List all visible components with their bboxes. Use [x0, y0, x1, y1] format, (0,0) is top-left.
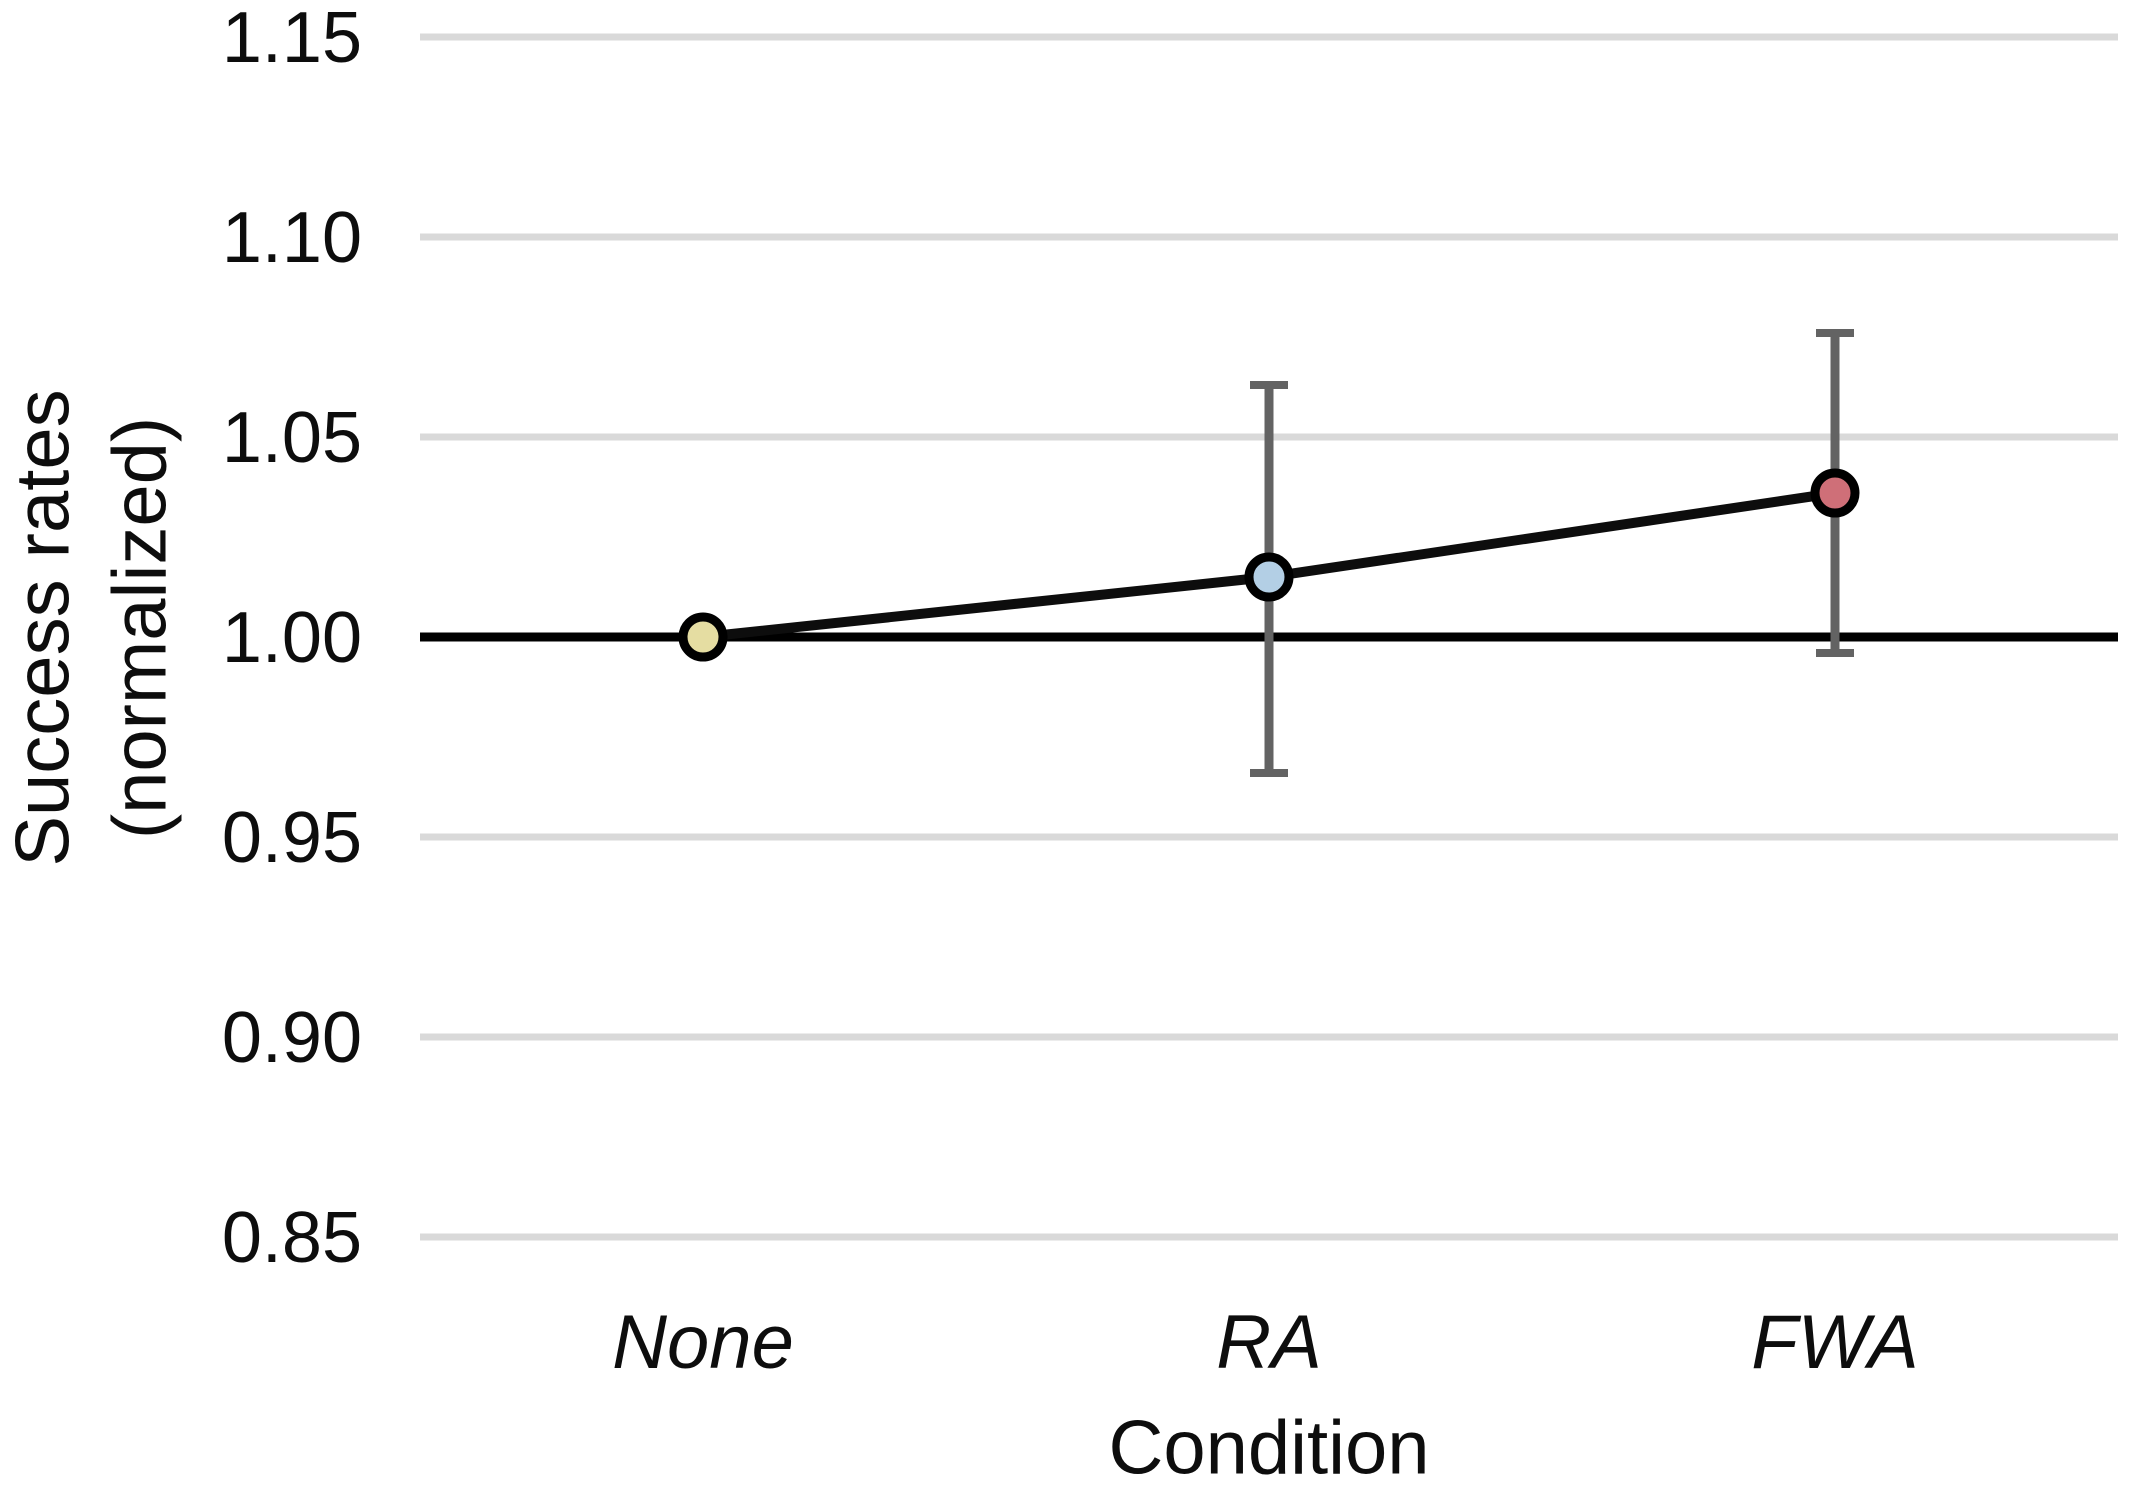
- y-tick-label: 1.15: [222, 0, 362, 78]
- x-category-label: RA: [1216, 1300, 1322, 1385]
- y-tick-label: 1.00: [222, 598, 362, 678]
- x-category-label: FWA: [1751, 1300, 1918, 1385]
- data-point-none: [678, 612, 728, 662]
- x-category-label: None: [612, 1300, 794, 1385]
- y-tick-label: 0.90: [222, 998, 362, 1078]
- y-tick-label: 1.10: [222, 198, 362, 278]
- data-point-ra: [1244, 552, 1294, 602]
- y-axis-title-line1: Success rates: [0, 389, 86, 867]
- y-axis-title: Success rates (normalized): [0, 389, 189, 866]
- data-point-fwa: [1810, 468, 1860, 518]
- y-axis-title-line2: (normalized): [98, 416, 183, 840]
- y-tick-label: 0.85: [222, 1198, 362, 1278]
- y-tick-label: 1.05: [222, 398, 362, 478]
- y-tick-label: 0.95: [222, 798, 362, 878]
- x-axis-title: Condition: [1108, 1405, 1430, 1491]
